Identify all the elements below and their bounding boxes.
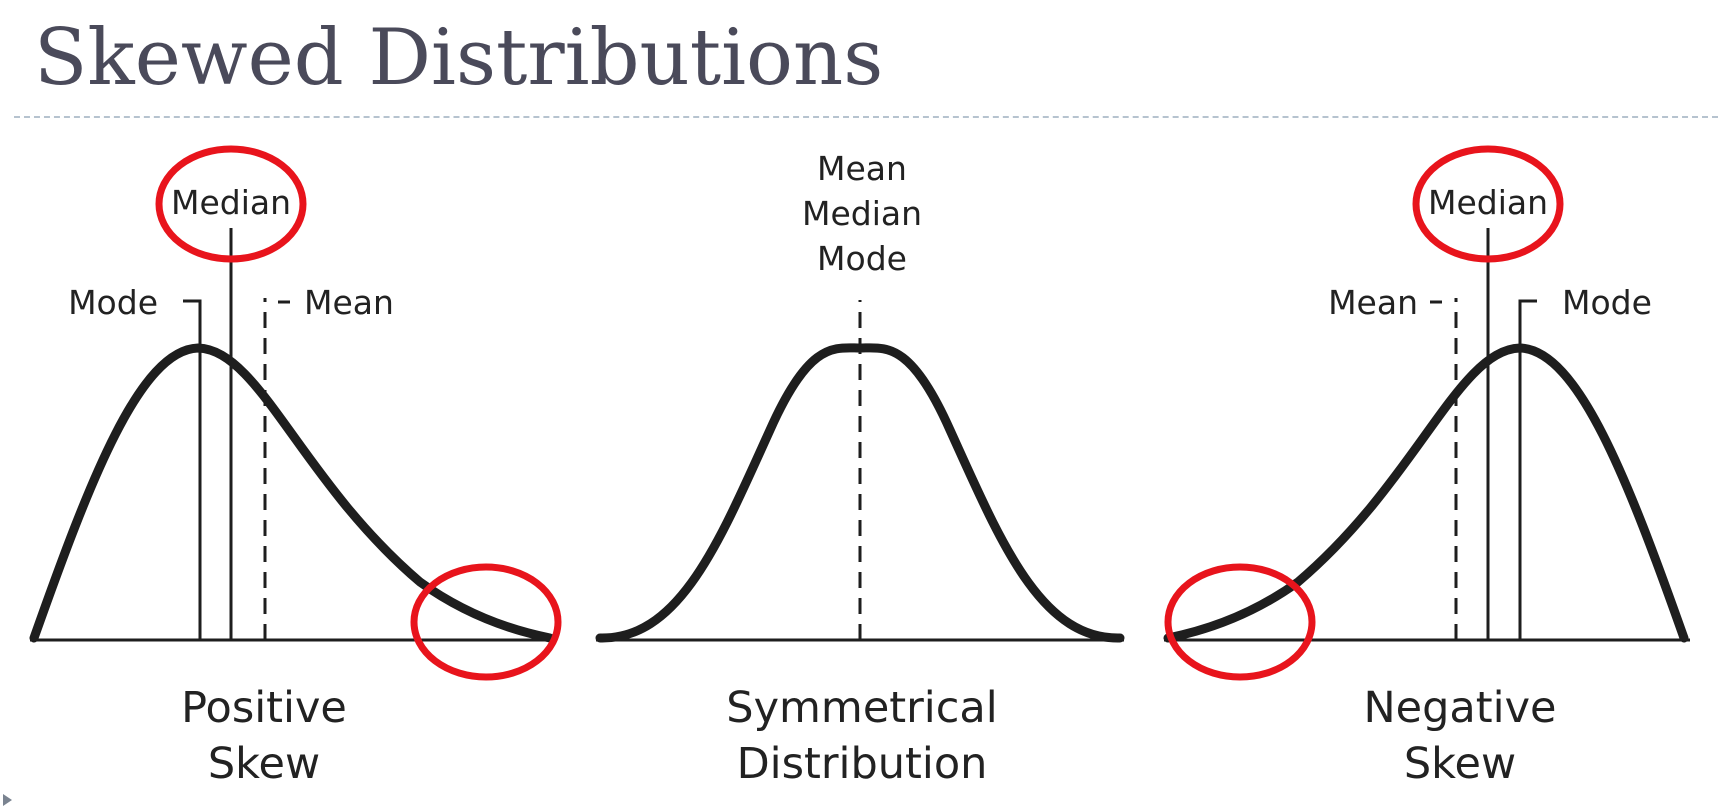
symmetrical-mean-label: Mean [817,149,907,188]
title-divider [14,116,1718,118]
negative-median-label: Median [1428,183,1548,222]
positive-caption-line-2: Skew [208,739,320,789]
panel-symmetrical: Mean Median Mode Symmetrical Distributio… [595,149,1125,789]
negative-mode-line [1518,299,1537,640]
negative-curve [1163,343,1689,643]
negative-median-highlight [1412,145,1564,263]
negative-mean-label: Mean [1328,283,1418,322]
positive-tail-highlight [410,563,562,681]
negative-tail-highlight [1164,563,1316,681]
positive-mode-label: Mode [68,283,158,322]
negative-caption-line-1: Negative [1364,683,1557,733]
panel-negative-skew: Median Mean Mode Negative Skew [1163,145,1690,789]
negative-caption-line-2: Skew [1404,739,1516,789]
positive-median-label: Median [171,183,291,222]
positive-curve [29,343,555,643]
positive-mean-label: Mean [304,283,394,322]
negative-mode-label: Mode [1562,283,1652,322]
positive-caption-line-1: Positive [181,683,347,733]
slide-marker-icon [3,794,12,806]
symmetrical-mode-label: Mode [817,239,907,278]
positive-median-highlight [155,145,307,263]
panel-positive-skew: Median Mode Mean Positive Skew [29,145,562,789]
symmetrical-caption-line-2: Distribution [737,739,988,789]
symmetrical-median-label: Median [802,194,922,233]
positive-mode-line [183,299,202,640]
slide-title: Skewed Distributions [34,13,884,103]
symmetrical-caption-line-1: Symmetrical [726,683,997,733]
